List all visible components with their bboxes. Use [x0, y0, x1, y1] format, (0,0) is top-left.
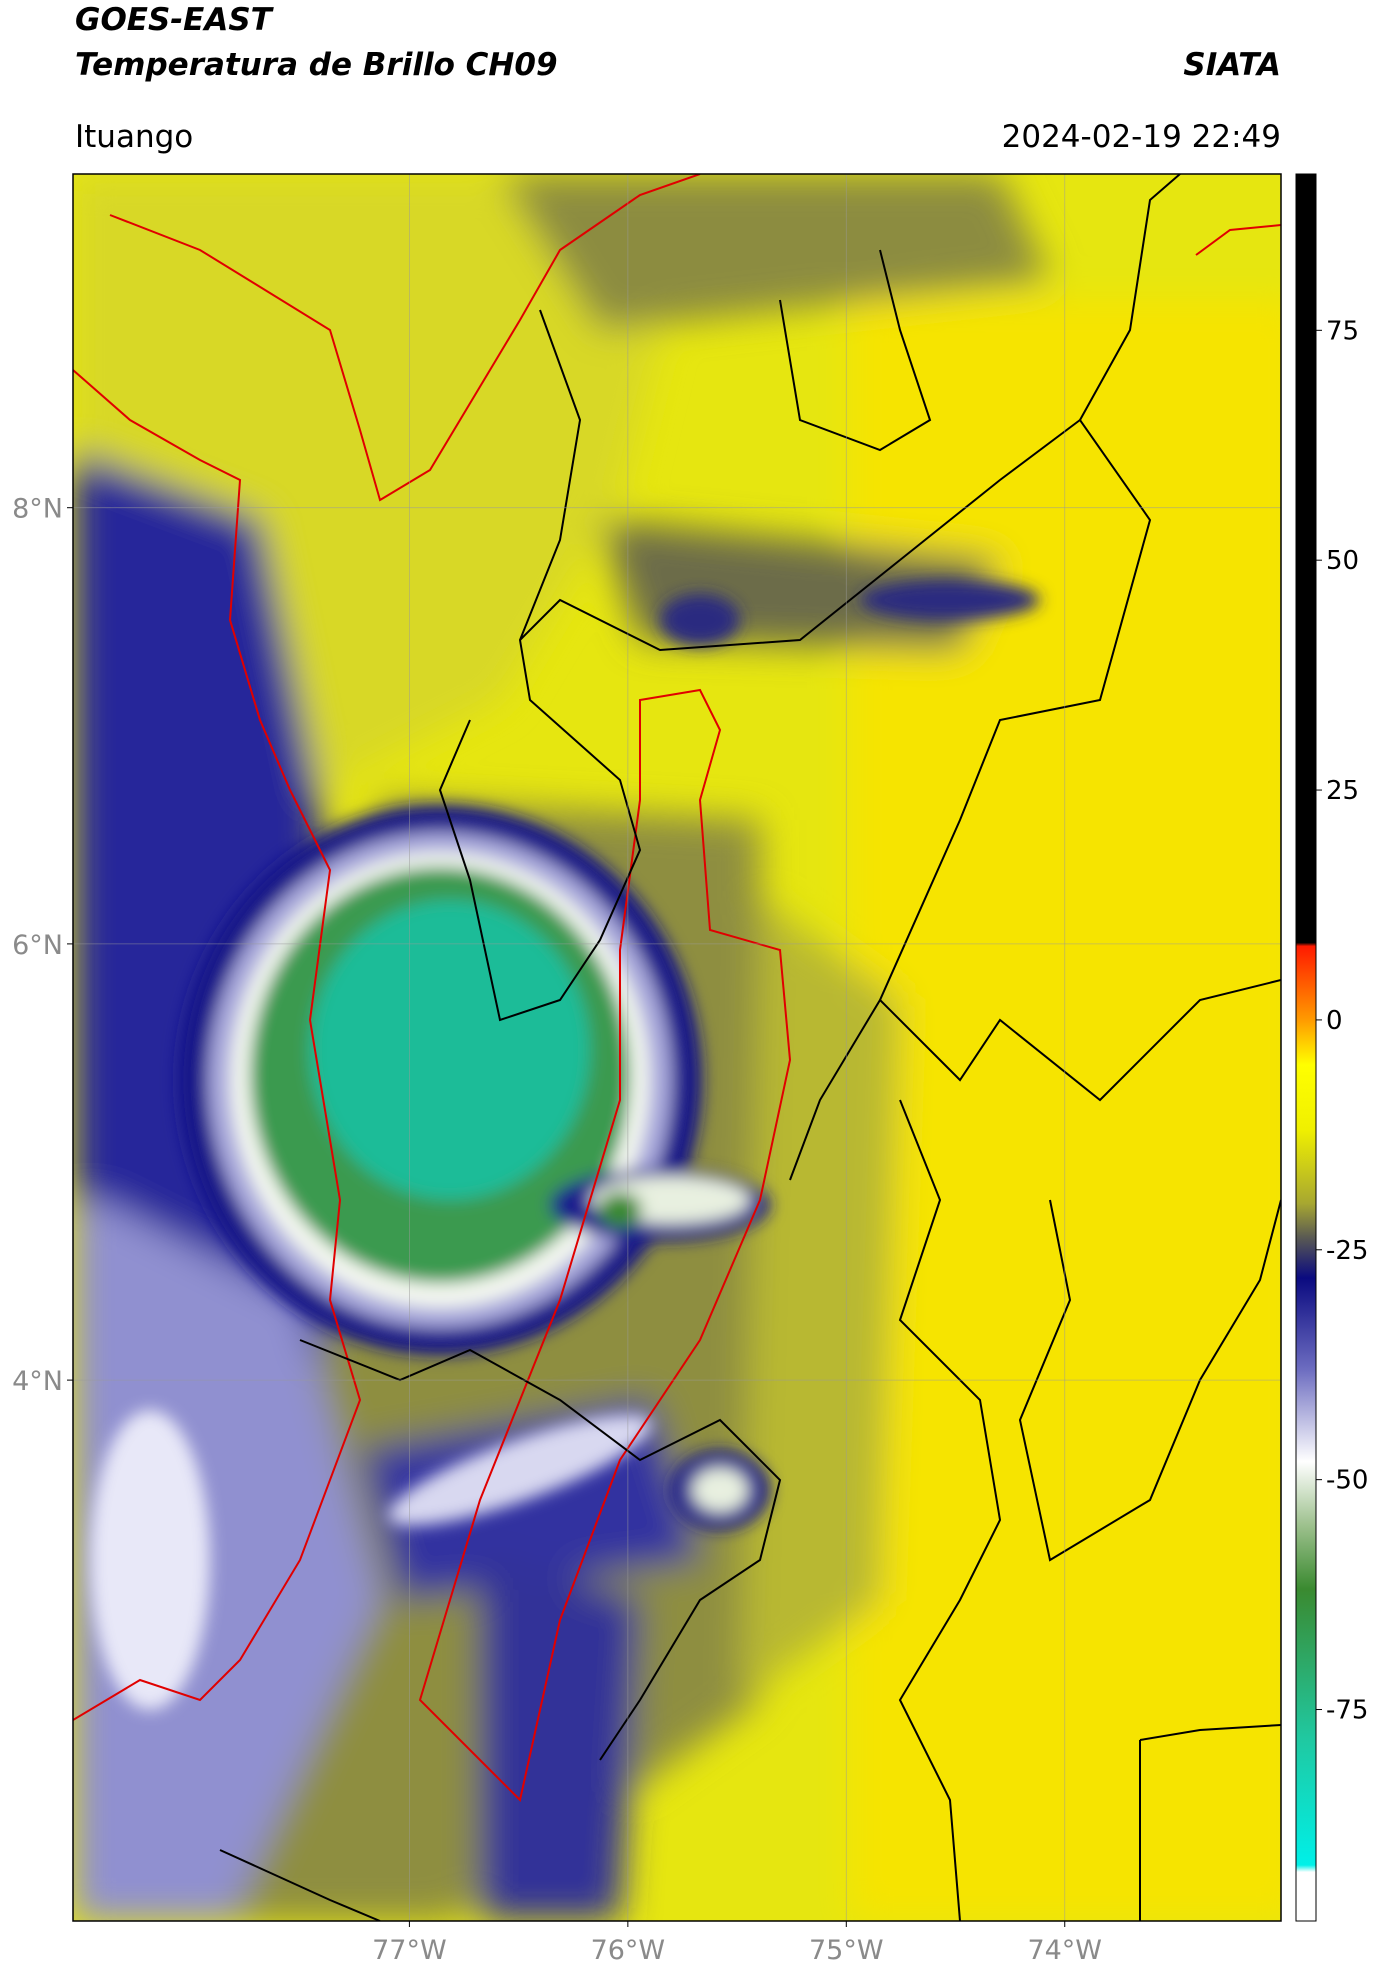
lon-tick-label: 75°W — [809, 1935, 884, 1966]
lon-tick-label: 74°W — [1027, 1935, 1102, 1966]
lat-tick-label: 8°N — [12, 494, 63, 525]
lat-tick-label: 6°N — [12, 930, 63, 961]
colorbar-tick-label: 25 — [1326, 776, 1359, 806]
satellite-image — [73, 174, 1281, 1921]
colorbar-tick-label: -75 — [1326, 1696, 1368, 1726]
colorbar-tick-label: 0 — [1326, 1006, 1343, 1036]
colorbar-tick-label: -25 — [1326, 1236, 1368, 1266]
lon-tick-label: 76°W — [591, 1935, 666, 1966]
colorbar — [1295, 173, 1317, 1922]
subtitle: Temperatura de Brillo CH09 — [75, 47, 558, 83]
colorbar-tick-label: 50 — [1326, 546, 1359, 576]
map-frame — [72, 173, 1282, 1922]
colorbar-tick-label: -50 — [1326, 1466, 1368, 1496]
timestamp: 2024-02-19 22:49 — [1002, 119, 1281, 155]
colorbar-tick-label: 75 — [1326, 316, 1359, 346]
lon-tick-label: 77°W — [372, 1935, 447, 1966]
graticule — [73, 174, 1281, 1921]
location: Ituango — [75, 119, 193, 155]
lat-tick-label: 4°N — [12, 1366, 63, 1397]
source: SIATA — [1183, 47, 1281, 83]
title: GOES-EAST — [75, 2, 275, 38]
